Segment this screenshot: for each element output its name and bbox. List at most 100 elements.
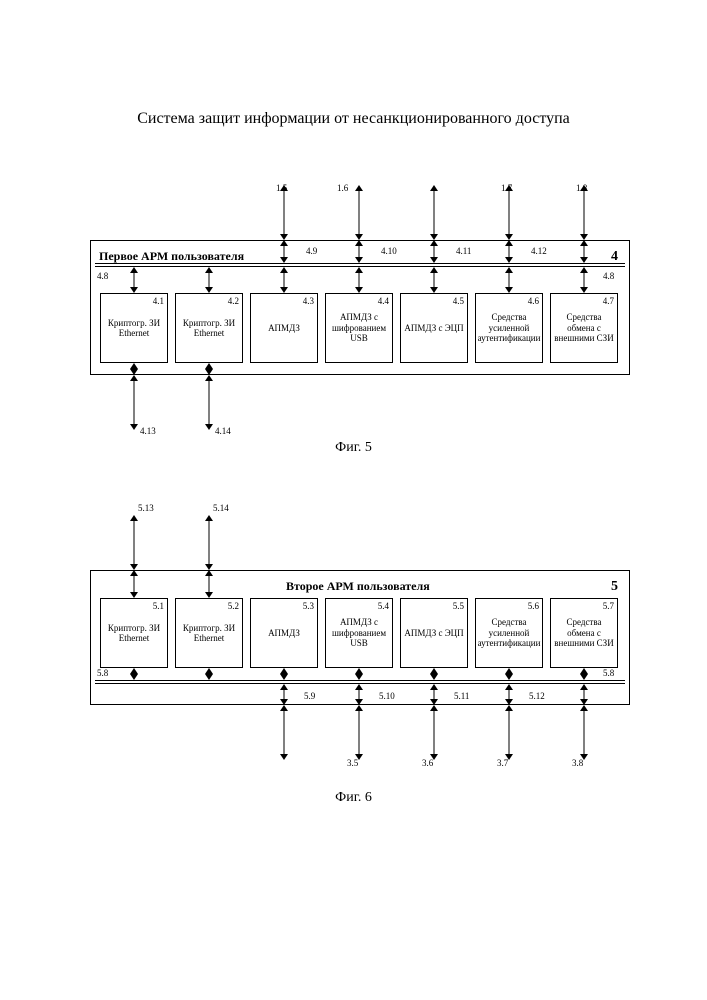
arrow [129, 375, 139, 430]
arrow [354, 185, 364, 240]
module-text: АПМДЗ с ЭЦП [404, 628, 463, 638]
module-box: 5.7 Средства обмена с внешними СЗИ [550, 598, 618, 668]
connector-label: 4.14 [215, 426, 231, 436]
module-box: 4.6 Средства усиленной аутентификации [475, 293, 543, 363]
module-box: 5.1 Криптогр. ЗИ Ethernet [100, 598, 168, 668]
arrow [204, 363, 214, 375]
fig5-caption: Фиг. 5 [0, 440, 707, 456]
arrow [504, 684, 514, 705]
arrow [429, 267, 439, 293]
module-id: 4.7 [603, 296, 614, 306]
fig6-bus-lbl-left: 5.8 [97, 668, 108, 678]
connector-label: 5.14 [213, 503, 229, 513]
fig6-label: Второе АРМ пользователя [286, 579, 430, 594]
module-box: 4.2 Криптогр. ЗИ Ethernet [175, 293, 243, 363]
module-text: АПМДЗ с ЭЦП [404, 323, 463, 333]
module-box: 4.4 АПМДЗ с шифрованием USB [325, 293, 393, 363]
arrow [579, 185, 589, 240]
arrow [354, 705, 364, 760]
arrow [579, 684, 589, 705]
module-text: Средства усиленной аутентификации [478, 617, 541, 648]
connector-label: 3.5 [347, 758, 358, 768]
module-box: 4.7 Средства обмена с внешними СЗИ [550, 293, 618, 363]
arrow [204, 668, 214, 680]
module-text: Средства усиленной аутентификации [478, 312, 541, 343]
arrow [504, 668, 514, 680]
fig6-bus-lbl-right: 5.8 [603, 668, 614, 678]
module-text: АПМДЗ [268, 323, 300, 333]
arrow [579, 267, 589, 293]
arrow [579, 705, 589, 760]
arrow [429, 240, 439, 263]
module-id: 5.1 [153, 601, 164, 611]
connector-label: 4.12 [531, 246, 547, 256]
arrow [429, 185, 439, 240]
connector-label: 4.10 [381, 246, 397, 256]
module-id: 5.5 [453, 601, 464, 611]
page-title: Система защит информации от несанкционир… [0, 110, 707, 128]
connector-label: 5.12 [529, 691, 545, 701]
fig5-label: Первое АРМ пользователя [99, 249, 244, 264]
fig6-caption: Фиг. 6 [0, 790, 707, 806]
arrow [354, 240, 364, 263]
arrow [129, 515, 139, 570]
arrow [354, 684, 364, 705]
fig6-id: 5 [611, 579, 618, 595]
connector-label: 4.13 [140, 426, 156, 436]
module-id: 4.4 [378, 296, 389, 306]
connector-label: 5.13 [138, 503, 154, 513]
arrow [204, 267, 214, 293]
module-text: Криптогр. ЗИ Ethernet [103, 623, 165, 644]
arrow [279, 185, 289, 240]
arrow [279, 668, 289, 680]
connector-label: 4.11 [456, 246, 471, 256]
module-id: 5.6 [528, 601, 539, 611]
module-id: 4.2 [228, 296, 239, 306]
module-id: 4.6 [528, 296, 539, 306]
arrow [279, 240, 289, 263]
arrow [354, 267, 364, 293]
fig5-bus-lbl-left: 4.8 [97, 271, 108, 281]
module-box: 5.5 АПМДЗ с ЭЦП [400, 598, 468, 668]
module-box: 5.6 Средства усиленной аутентификации [475, 598, 543, 668]
module-id: 5.3 [303, 601, 314, 611]
module-id: 5.4 [378, 601, 389, 611]
module-text: Средства обмена с внешними СЗИ [553, 617, 615, 648]
arrow [504, 185, 514, 240]
module-text: Криптогр. ЗИ Ethernet [178, 623, 240, 644]
module-box: 5.3АПМДЗ [250, 598, 318, 668]
module-text: АПМДЗ с шифрованием USB [328, 312, 390, 343]
module-id: 5.2 [228, 601, 239, 611]
arrow [504, 240, 514, 263]
arrow [429, 668, 439, 680]
connector-label: 1.8 [576, 183, 587, 193]
arrow [129, 668, 139, 680]
module-text: АПМДЗ с шифрованием USB [328, 617, 390, 648]
module-id: 4.5 [453, 296, 464, 306]
connector-label: 4.9 [306, 246, 317, 256]
arrow [354, 668, 364, 680]
arrow [504, 705, 514, 760]
module-text: Криптогр. ЗИ Ethernet [103, 318, 165, 339]
module-text: Средства обмена с внешними СЗИ [553, 312, 615, 343]
arrow [579, 668, 589, 680]
page: Система защит информации от несанкционир… [0, 0, 707, 1000]
fig5-bus-lbl-right: 4.8 [603, 271, 614, 281]
module-id: 5.7 [603, 601, 614, 611]
arrow [279, 267, 289, 293]
arrow [504, 267, 514, 293]
connector-label: 5.11 [454, 691, 469, 701]
connector-label: 5.10 [379, 691, 395, 701]
connector-label: 1.5 [276, 183, 287, 193]
arrow [429, 684, 439, 705]
module-box: 5.2 Криптогр. ЗИ Ethernet [175, 598, 243, 668]
module-text: Криптогр. ЗИ Ethernet [178, 318, 240, 339]
module-box: 4.1 Криптогр. ЗИ Ethernet [100, 293, 168, 363]
connector-label: 3.7 [497, 758, 508, 768]
arrow [579, 240, 589, 263]
arrow [204, 375, 214, 430]
module-id: 4.1 [153, 296, 164, 306]
arrow [204, 570, 214, 598]
arrow [129, 363, 139, 375]
connector-label: 1.7 [501, 183, 512, 193]
